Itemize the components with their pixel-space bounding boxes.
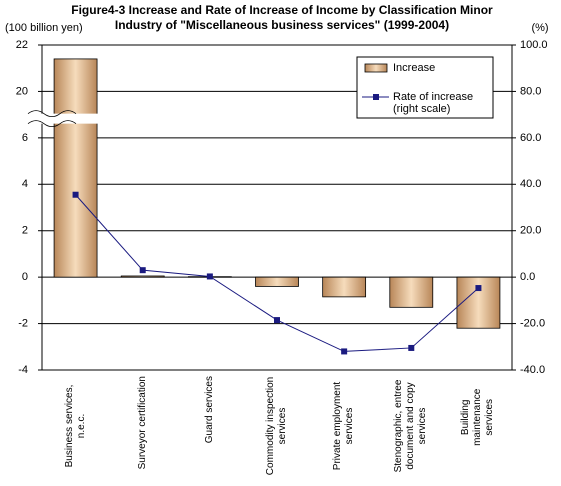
marker [206,273,213,280]
marker [475,285,482,292]
x-tick-label: Private employment services [332,381,356,471]
y-tick-label: -4 [18,364,28,376]
marker [72,191,79,198]
y-tick-label: -2 [18,317,28,329]
axis-break-line [27,110,77,118]
line [75,194,479,352]
y-axis-label: (100 billion yen) [5,22,83,34]
y-tick-label: 20 [16,85,28,97]
bar [120,275,165,278]
axis-break-line [27,120,77,128]
y2-axis-label: (%) [531,22,548,34]
bar [53,58,98,278]
x-tick-label: Guard services [203,376,215,444]
x-tick-label: Surveyor certification [136,376,148,470]
legend-label: Increase [393,62,436,74]
y2-tick-label: 80.0 [520,85,541,97]
bar [322,276,367,298]
x-tick-label: Business services, n.e.c. [63,384,87,468]
marker [341,348,348,355]
y2-tick-label: 0.0 [520,271,535,283]
y2-tick-label: -20.0 [520,317,545,329]
marker [408,344,415,351]
y2-tick-label: 60.0 [520,132,541,144]
chart-title: Figure4-3 Increase and Rate of Increase … [71,3,493,32]
legend-swatch [364,63,388,73]
legend-label: Rate of increase (right scale) [393,91,474,115]
y-tick-label: 2 [22,225,28,237]
y2-tick-label: -40.0 [520,364,545,376]
y2-tick-label: 20.0 [520,225,541,237]
x-tick-label: Commodity inspection services [265,376,288,476]
axis-break [28,113,134,124]
y-tick-label: 22 [16,39,28,51]
x-tick-label: Stenographic, entree document and copy s… [393,379,429,473]
bar [389,276,434,308]
y-tick-label: 0 [22,271,28,283]
marker [274,317,280,324]
x-tick-label: Building maintenance services [460,388,496,446]
y2-tick-label: 40.0 [520,178,541,190]
y-tick-label: 4 [22,178,28,190]
marker [139,267,146,274]
legend-marker [373,94,379,100]
bar [456,276,501,329]
bar [255,276,299,287]
y2-tick-label: 100.0 [520,39,548,51]
y-tick-label: 6 [22,132,28,144]
